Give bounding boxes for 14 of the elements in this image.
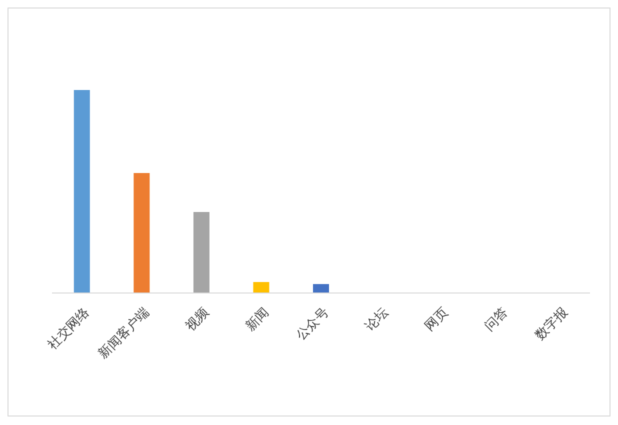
bar bbox=[74, 90, 90, 293]
x-tick-label: 问答 bbox=[482, 305, 512, 334]
x-tick-label: 新闻 bbox=[243, 305, 272, 334]
x-tick-label: 公众号 bbox=[294, 305, 332, 344]
x-tick-label: 社交网络 bbox=[44, 304, 93, 353]
bar bbox=[253, 282, 270, 293]
bar bbox=[313, 284, 329, 293]
bar bbox=[134, 173, 150, 293]
x-tick-label: 数字报 bbox=[532, 304, 571, 344]
x-tick-label: 新闻客户端 bbox=[95, 304, 152, 362]
x-tick-label: 网页 bbox=[422, 305, 452, 334]
x-tick-label: 论坛 bbox=[362, 305, 392, 334]
x-tick-label: 视频 bbox=[183, 305, 212, 334]
bar bbox=[193, 212, 210, 293]
